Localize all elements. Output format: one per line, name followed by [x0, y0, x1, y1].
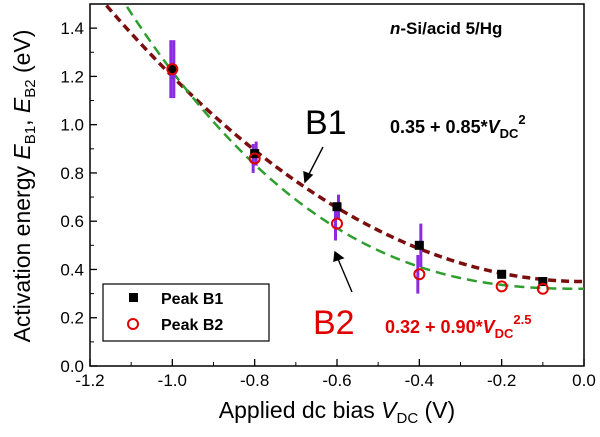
sample-label: n-Si/acid 5/Hg [390, 19, 502, 38]
point-peak-b2 [413, 268, 426, 281]
formula-b1: 0.35 + 0.85*VDC2 [390, 112, 526, 141]
x-tick-label: -0.4 [405, 371, 434, 390]
legend-label-b1: Peak B1 [161, 291, 223, 308]
arrow-b2 [333, 250, 353, 293]
y-tick-label: 0.8 [60, 164, 84, 183]
formula-b2: 0.32 + 0.90*VDC2.5 [385, 312, 531, 341]
y-tick-label: 1.2 [60, 67, 84, 86]
point-peak-b2 [331, 217, 343, 230]
point-peak-b2 [536, 282, 549, 295]
fit-curve-b1 [105, 4, 584, 284]
point-peak-b1 [538, 277, 548, 287]
legend-marker-b1 [129, 293, 138, 302]
legend-label-b2: Peak B2 [161, 317, 223, 334]
y-axis: 0.0 0.2 0.4 0.6 0.8 1.0 1.2 1.4 [60, 19, 97, 376]
point-peak-b2 [495, 280, 508, 293]
y-tick-label: 1.4 [60, 19, 84, 38]
point-peak-b1 [414, 240, 424, 250]
data-markers [166, 63, 549, 295]
x-tick-label: -1.2 [75, 371, 104, 390]
x-tick-label: -0.6 [322, 371, 351, 390]
error-bars [169, 40, 423, 294]
x-tick-label: -1.0 [158, 371, 187, 390]
arrow-b1 [303, 146, 324, 184]
x-tick-label: -0.2 [487, 371, 516, 390]
point-peak-b2 [248, 152, 261, 165]
fit-curve-b2 [126, 6, 584, 291]
y-tick-label: 0.6 [60, 212, 84, 231]
y-tick-label: 0.0 [60, 357, 84, 376]
point-peak-b1 [332, 202, 342, 212]
legend: Peak B1 Peak B2 [102, 283, 270, 342]
x-axis: -1.2 -1.0 -0.8 -0.6 -0.4 -0.2 0.0 [75, 359, 596, 390]
x-axis-title: Applied dc bias VDC (V) [219, 397, 455, 427]
y-tick-label: 1.0 [60, 116, 84, 135]
y-tick-label: 0.4 [60, 260, 84, 279]
point-peak-b1 [167, 64, 177, 74]
y-axis-title: Activation energy EB1, EB2 (eV) [9, 30, 39, 343]
x-tick-label: -0.8 [240, 371, 269, 390]
curve-label-b1: B1 [305, 104, 347, 142]
y-tick-label: 0.2 [60, 309, 84, 328]
point-peak-b2 [166, 63, 179, 76]
fit-curves [105, 4, 584, 291]
x-tick-label: 0.0 [572, 371, 596, 390]
legend-marker-b2 [127, 318, 139, 330]
point-peak-b1 [497, 269, 507, 279]
curve-label-b2: B2 [313, 304, 355, 342]
